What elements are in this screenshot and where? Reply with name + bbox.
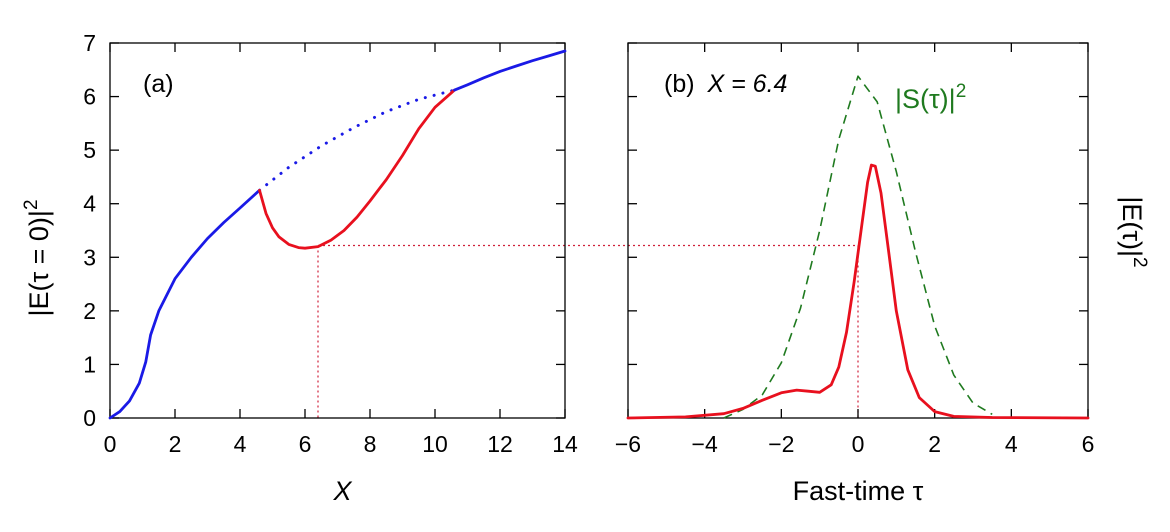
panel-b-label-text: (b) <box>664 70 695 98</box>
s-curve-label-text: |S(τ)| <box>895 84 956 114</box>
panel-b-x-tick-label: 0 <box>852 431 865 457</box>
panel-a-y-tick-label: 3 <box>83 244 96 270</box>
panel-b-x-tick-label: 6 <box>1082 431 1095 457</box>
panel-b-series-green-dashed-0 <box>723 75 993 419</box>
svg-text:|E(τ)|2: |E(τ)|2 <box>1117 196 1150 267</box>
panel-a-x-tick-label: 14 <box>552 431 578 457</box>
panel-b-x-tick-label: −6 <box>615 431 641 457</box>
panel-a-y-tick-label: 1 <box>83 351 96 377</box>
panel-b-label: (b) X = 6.4 <box>664 70 787 98</box>
s-curve-label: |S(τ)|2 <box>895 81 966 114</box>
panel-a-x-tick-label: 6 <box>299 431 312 457</box>
panel-a-label: (a) <box>143 70 174 98</box>
panel-a-series-blue-solid-0 <box>108 188 261 420</box>
panel-a-frame <box>109 42 566 419</box>
panel-b-ticks: −6 −4 −2 0 2 4 6 <box>615 42 1095 457</box>
s-curve-label-sup: 2 <box>956 81 967 102</box>
panel-a-y-tick-label: 2 <box>83 298 96 324</box>
panel-a-series-red-solid-2 <box>258 88 456 250</box>
panel-b-y-axis-label-text: |E(τ)| <box>1117 196 1147 257</box>
panel-a-y-tick-label: 4 <box>83 191 96 217</box>
panel-a-x-tick-label: 10 <box>422 431 448 457</box>
panel-b-annotation: X = 6.4 <box>707 70 788 98</box>
guide-lines <box>317 244 859 418</box>
panel-a-x-tick-label: 12 <box>487 431 513 457</box>
panel-b-x-tick-label: −4 <box>692 431 718 457</box>
panel-a-x-tick-label: 8 <box>364 431 377 457</box>
svg-text:|E(τ = 0)|2: |E(τ = 0)|2 <box>21 199 54 316</box>
panel-a-x-tick-label: 4 <box>234 431 247 457</box>
panel-b: −6 −4 −2 0 2 4 6 (b) X = 6.4 |S(τ)|2 Fast-time… <box>615 42 1150 506</box>
panel-a-y-tick-label: 7 <box>83 30 96 56</box>
panel-a-x-tick-label: 2 <box>169 431 182 457</box>
panel-b-curves <box>626 75 1090 420</box>
panel-b-x-tick-label: 2 <box>928 431 941 457</box>
panel-a-curves <box>108 49 567 420</box>
panel-a-series-blue-solid-3 <box>453 49 567 92</box>
panel-a-y-tick-label: 0 <box>83 405 96 431</box>
panel-a-x-axis-label: X <box>332 476 352 506</box>
panel-b-x-tick-label: 4 <box>1005 431 1018 457</box>
panel-b-x-tick-label: −2 <box>768 431 794 457</box>
panel-a-y-axis-label-text: |E(τ = 0)| <box>24 210 54 316</box>
panel-b-x-axis-label: Fast-time τ <box>793 476 924 506</box>
panel-a-y-tick-label: 6 <box>83 84 96 110</box>
panel-a-series-blue-dotted-1 <box>258 88 456 192</box>
panel-b-y-axis-label: |E(τ)|2 <box>1117 196 1150 267</box>
panel-b-series-red-solid-1 <box>626 163 1090 420</box>
panel-a-y-tick-label: 5 <box>83 137 96 163</box>
panel-a-x-tick-label: 0 <box>104 431 117 457</box>
panel-a-y-axis-label: |E(τ = 0)|2 <box>21 199 54 316</box>
panel-a-y-axis-label-sup: 2 <box>21 199 42 210</box>
panel-b-y-axis-label-sup: 2 <box>1129 257 1150 268</box>
